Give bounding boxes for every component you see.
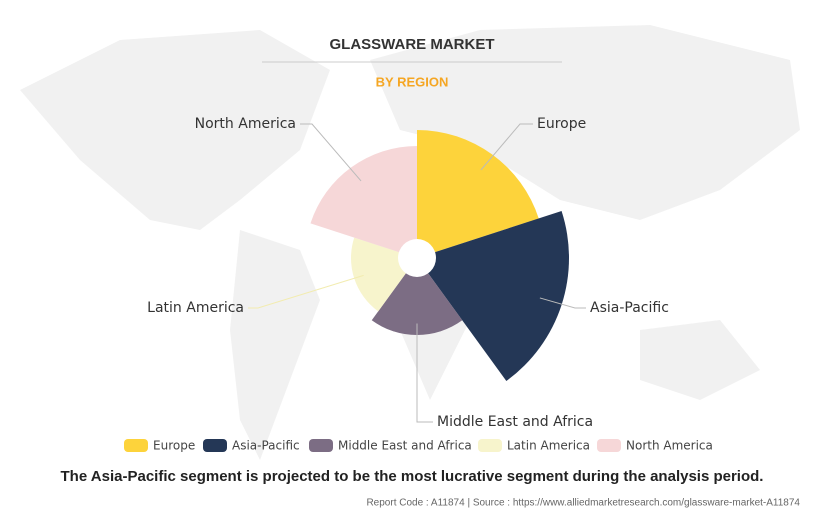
chart-subtitle: BY REGION	[376, 74, 449, 89]
slice-label: North America	[195, 116, 296, 132]
legend-label: Latin America	[507, 439, 590, 453]
slice-label: Middle East and Africa	[437, 414, 593, 430]
legend-swatch	[309, 439, 333, 452]
caption: The Asia-Pacific segment is projected to…	[61, 468, 764, 485]
legend-swatch	[124, 439, 148, 452]
legend-swatch	[597, 439, 621, 452]
legend-label: Europe	[153, 439, 195, 453]
legend-swatch	[478, 439, 502, 452]
slice-label: Asia-Pacific	[590, 300, 669, 316]
wedge	[310, 146, 417, 258]
legend-label: Asia-Pacific	[232, 439, 300, 453]
wedge	[417, 130, 539, 258]
leader-line	[248, 274, 364, 309]
source: Report Code : A11874 | Source : https://…	[366, 498, 800, 509]
leader-line	[416, 323, 433, 423]
leader-line	[300, 123, 362, 182]
wedge	[417, 211, 569, 381]
slice-label: Europe	[537, 116, 586, 132]
chart-title: GLASSWARE MARKET	[330, 36, 495, 53]
center-hole	[398, 239, 436, 277]
plot: Europe Asia-Pacific Middle East and Africa…	[147, 116, 669, 430]
legend-swatch	[203, 439, 227, 452]
legend: Europe Asia-Pacific Middle East and Africa…	[124, 439, 713, 453]
legend-label: Middle East and Africa	[338, 439, 472, 453]
leader-line	[539, 297, 586, 309]
slice-label: Latin America	[147, 300, 244, 316]
wedge	[371, 258, 463, 336]
legend-label: North America	[626, 439, 713, 453]
leader-line	[480, 123, 533, 171]
